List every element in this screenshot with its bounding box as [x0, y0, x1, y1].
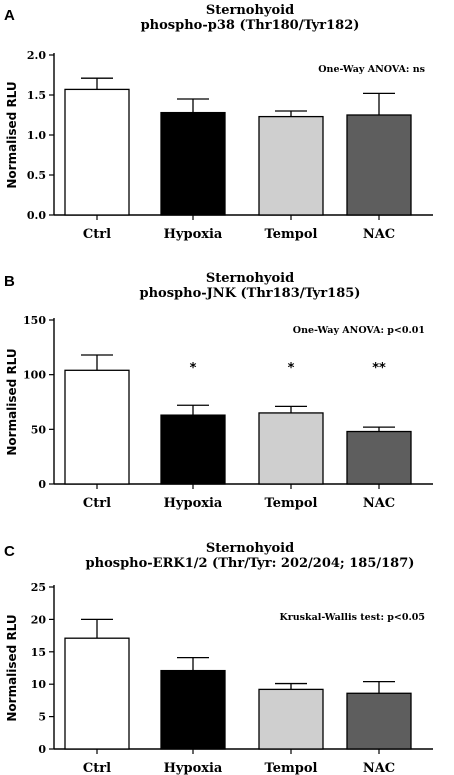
significance-marker: * — [288, 361, 295, 376]
x-tick-label: Ctrl — [83, 227, 111, 242]
stat-annotation: Kruskal-Wallis test: p<0.05 — [280, 612, 426, 623]
x-tick-label: NAC — [363, 761, 395, 775]
bar-ctrl — [64, 369, 130, 485]
x-tick-label: NAC — [363, 496, 395, 511]
x-tick-label: Hypoxia — [164, 761, 223, 775]
bar-ctrl — [64, 88, 130, 216]
stat-annotation: One-Way ANOVA: p<0.01 — [293, 325, 425, 336]
bar-hypoxia — [160, 111, 226, 216]
y-tick-label: 0 — [38, 478, 46, 491]
bar-ctrl — [64, 637, 130, 750]
bar-tempol — [258, 688, 324, 750]
significance-marker: ** — [372, 361, 386, 376]
y-tick-label: 1.5 — [27, 89, 46, 102]
x-tick-label: Ctrl — [83, 761, 111, 775]
bar-hypoxia — [160, 669, 226, 750]
y-tick-label: 15 — [31, 646, 46, 659]
x-tick-label: Tempol — [265, 761, 318, 775]
chart-subtitle: phospho-p38 (Thr180/Tyr182) — [141, 18, 360, 33]
bar-nac — [346, 114, 412, 216]
chart-title: Sternohyoid — [206, 541, 294, 556]
y-tick-label: 20 — [31, 613, 47, 626]
y-tick-label: 0.5 — [27, 169, 46, 182]
y-tick-label: 5 — [38, 711, 46, 724]
x-tick-label: Ctrl — [83, 496, 111, 511]
bar-nac — [346, 692, 412, 750]
panel-letter: A — [4, 7, 15, 24]
y-tick-label: 50 — [31, 423, 47, 436]
y-tick-label: 2.0 — [27, 49, 46, 62]
bar-tempol — [258, 412, 324, 485]
chart-subtitle: phospho-JNK (Thr183/Tyr185) — [140, 286, 361, 301]
x-tick-label: Hypoxia — [164, 496, 223, 511]
chart-subtitle: phospho-ERK1/2 (Thr/Tyr: 202/204; 185/18… — [86, 556, 415, 571]
bar-tempol — [258, 115, 324, 216]
y-tick-label: 1.0 — [27, 129, 46, 142]
x-tick-label: Tempol — [265, 496, 318, 511]
chart-title: Sternohyoid — [206, 271, 294, 286]
significance-marker: * — [190, 361, 197, 376]
y-tick-label: 100 — [23, 369, 46, 382]
y-tick-label: 0.0 — [27, 209, 46, 222]
x-tick-label: Hypoxia — [164, 227, 223, 242]
x-tick-label: NAC — [363, 227, 395, 242]
y-tick-label: 0 — [38, 743, 46, 756]
y-axis-label: Normalised RLU — [5, 348, 19, 455]
y-tick-label: 150 — [23, 314, 46, 327]
bar-nac — [346, 430, 412, 485]
stat-annotation: One-Way ANOVA: ns — [318, 64, 425, 75]
y-tick-label: 25 — [31, 581, 46, 594]
bar-hypoxia — [160, 414, 226, 485]
panel-letter: C — [4, 543, 15, 560]
y-axis-label: Normalised RLU — [5, 614, 19, 721]
y-tick-label: 10 — [31, 678, 47, 691]
x-tick-label: Tempol — [265, 227, 318, 242]
y-axis-label: Normalised RLU — [5, 81, 19, 188]
chart-title: Sternohyoid — [206, 3, 294, 18]
panel-letter: B — [4, 273, 15, 290]
